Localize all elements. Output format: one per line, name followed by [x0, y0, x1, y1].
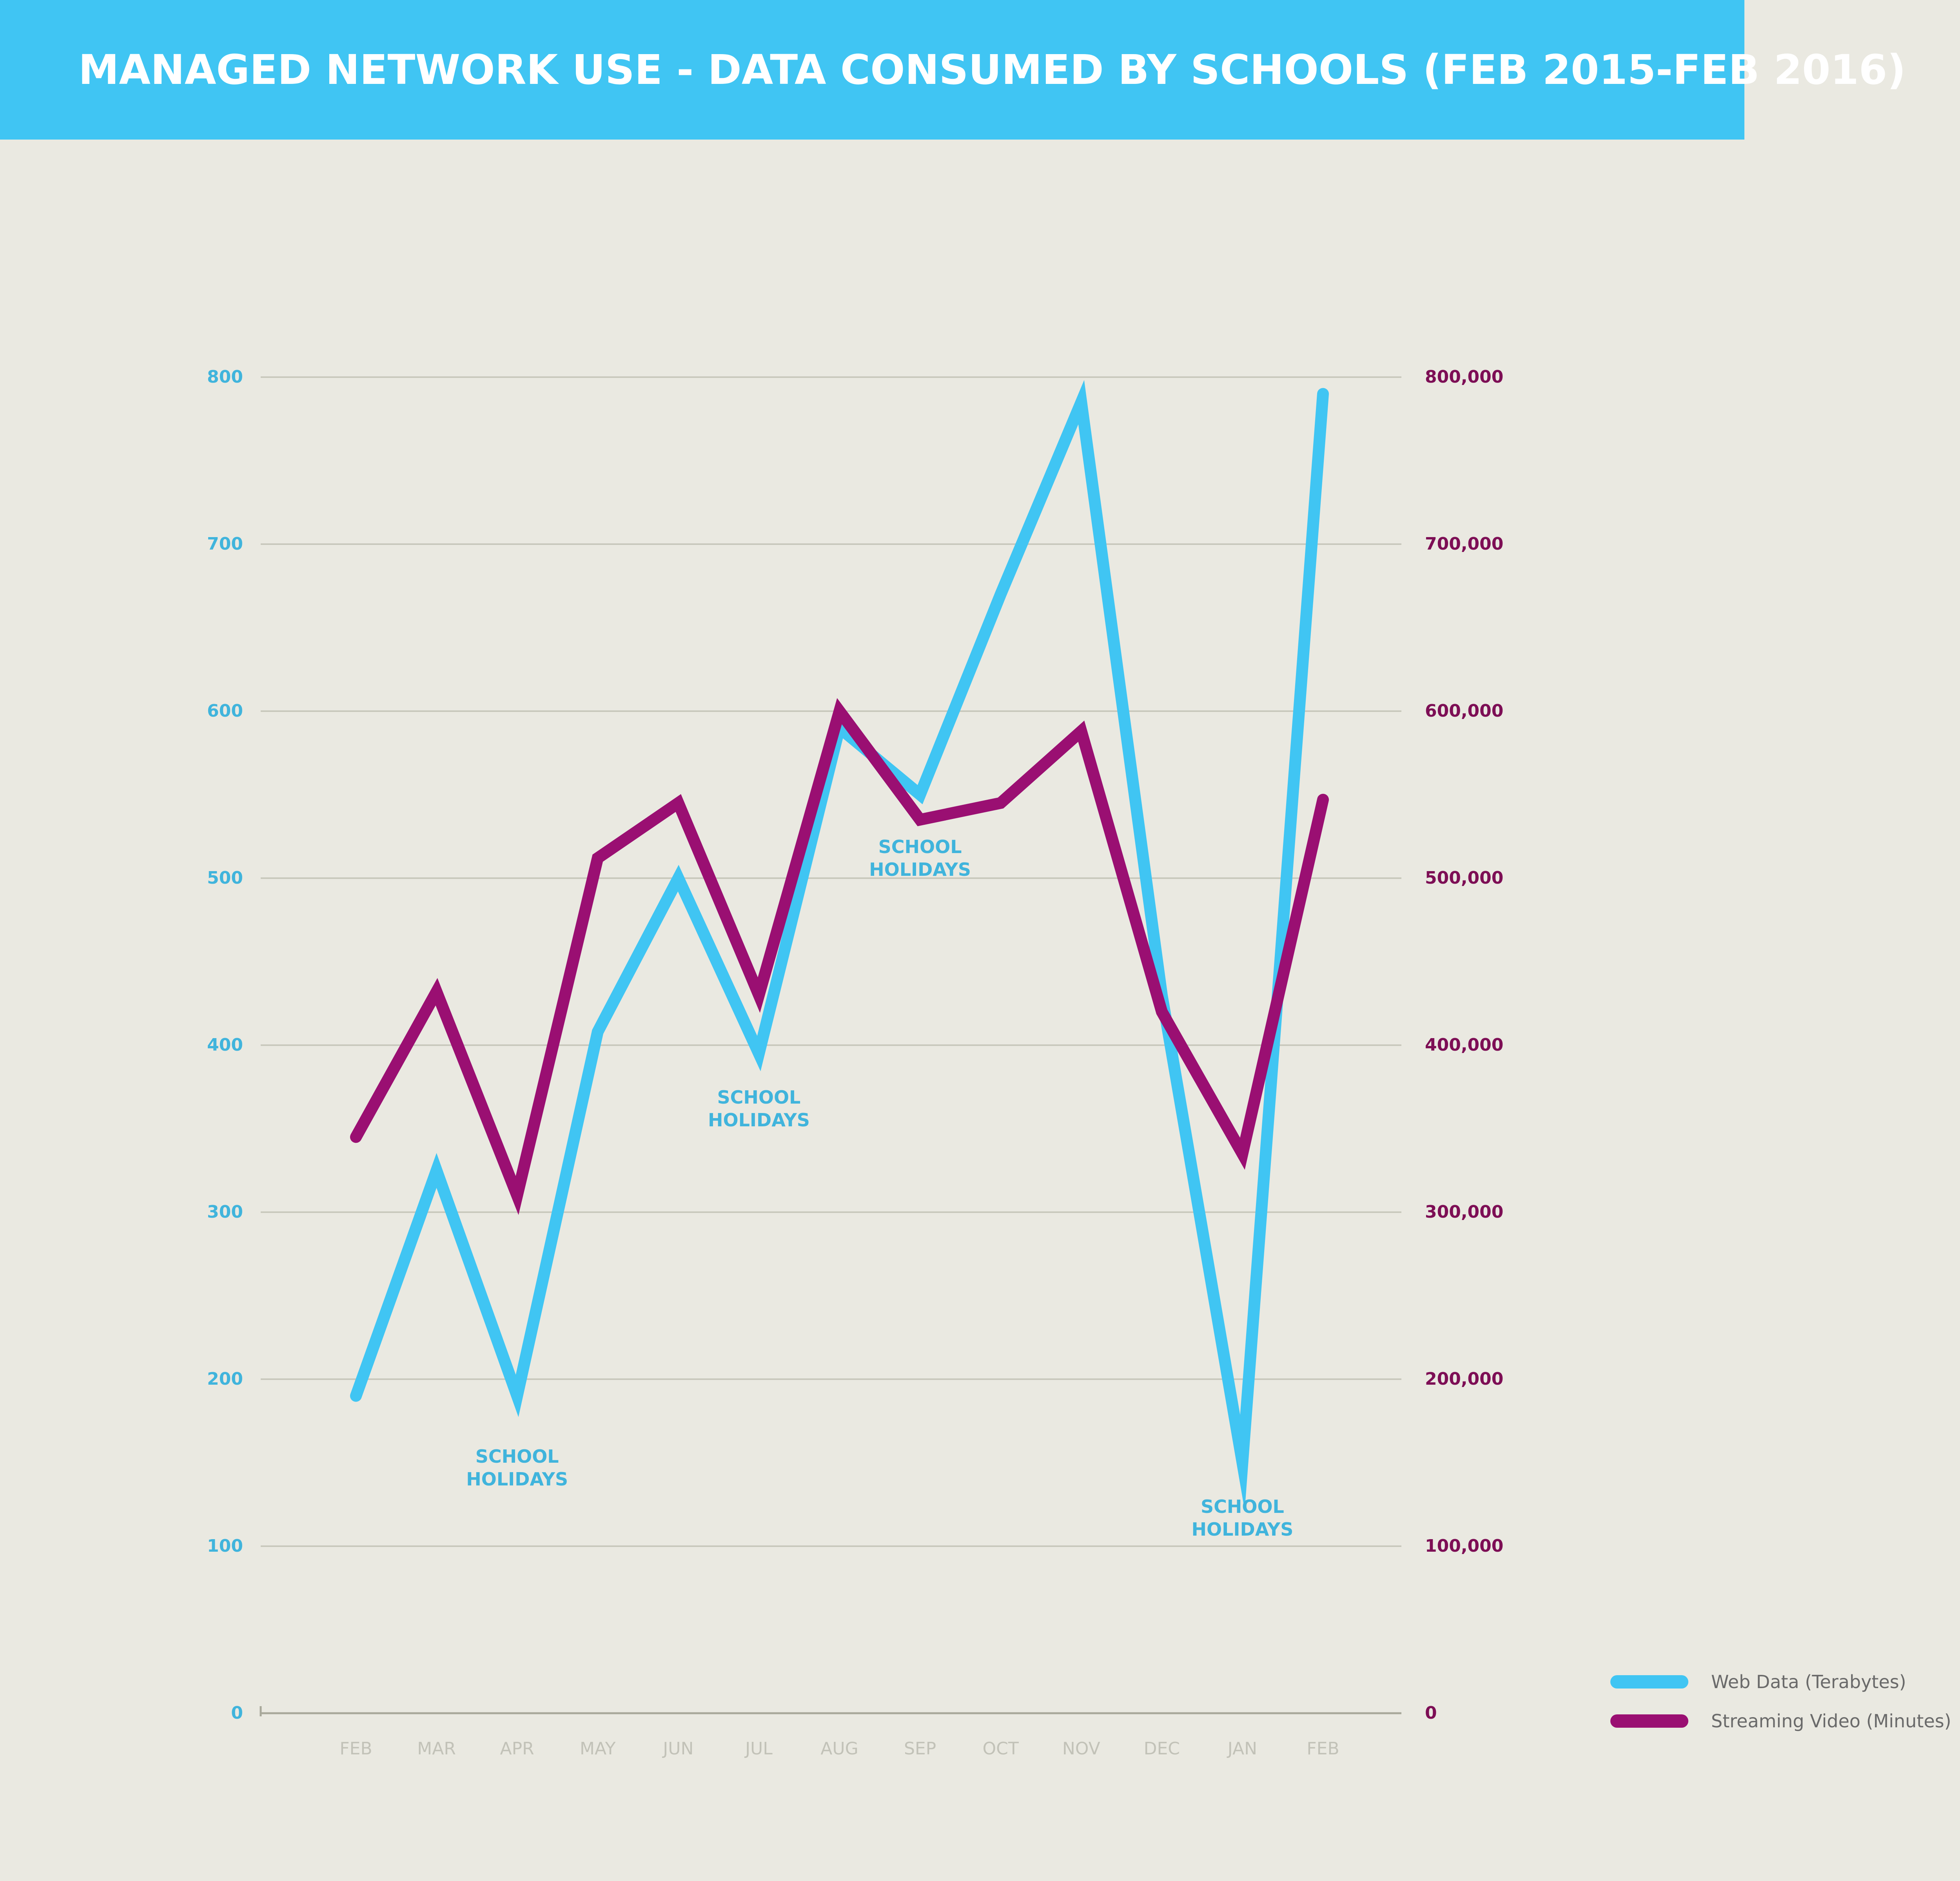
- left-y-axis: 0 100 200 300 400 500 600 700 800: [207, 367, 243, 1723]
- x-tick-label: MAR: [417, 1739, 456, 1759]
- x-tick-label: JUL: [744, 1739, 773, 1759]
- right-y-tick-label: 100,000: [1425, 1536, 1503, 1556]
- annotation-line: HOLIDAYS: [1191, 1519, 1293, 1540]
- right-y-tick-label: 400,000: [1425, 1035, 1503, 1055]
- x-tick-label: NOV: [1062, 1739, 1100, 1759]
- right-y-tick-label: 200,000: [1425, 1369, 1503, 1389]
- left-y-tick-label: 100: [207, 1536, 243, 1556]
- school-holidays-label: SCHOOL HOLIDAYS: [869, 836, 971, 880]
- x-tick-label: FEB: [1307, 1739, 1339, 1759]
- x-tick-label: OCT: [983, 1739, 1019, 1759]
- school-holidays-label: SCHOOL HOLIDAYS: [466, 1446, 568, 1490]
- x-tick-label: FEB: [339, 1739, 372, 1759]
- left-y-tick-label: 500: [207, 868, 243, 888]
- x-tick-label: SEP: [904, 1739, 936, 1759]
- annotation-line: SCHOOL: [878, 836, 962, 857]
- right-y-tick-label: 700,000: [1425, 534, 1503, 554]
- left-y-tick-label: 200: [207, 1369, 243, 1389]
- annotation-line: HOLIDAYS: [869, 859, 971, 880]
- title-banner: MANAGED NETWORK USE - DATA CONSUMED BY S…: [0, 0, 1906, 140]
- right-y-tick-label: 500,000: [1425, 868, 1503, 888]
- legend-label: Streaming Video (Minutes): [1711, 1710, 1951, 1732]
- x-tick-label: JAN: [1227, 1739, 1257, 1759]
- x-tick-label: JUN: [662, 1739, 693, 1759]
- x-tick-label: AUG: [820, 1739, 858, 1759]
- school-holidays-label: SCHOOL HOLIDAYS: [1191, 1496, 1293, 1540]
- streaming-video-line: [350, 698, 1329, 1215]
- left-y-tick-label: 0: [231, 1703, 243, 1723]
- web-data-line: [350, 380, 1329, 1511]
- x-tick-label: DEC: [1144, 1739, 1180, 1759]
- annotation-line: SCHOOL: [717, 1087, 800, 1108]
- right-y-tick-label: 800,000: [1425, 367, 1503, 387]
- right-y-axis: 0 100,000 200,000 300,000 400,000 500,000 600,…: [1425, 367, 1503, 1723]
- left-y-tick-label: 600: [207, 701, 243, 721]
- left-y-tick-label: 700: [207, 534, 243, 554]
- annotation-line: SCHOOL: [475, 1446, 559, 1467]
- annotation-line: HOLIDAYS: [466, 1469, 568, 1490]
- right-y-tick-label: 600,000: [1425, 701, 1503, 721]
- left-y-tick-label: 300: [207, 1202, 243, 1222]
- legend: Web Data (Terabytes) Streaming Video (Min…: [1610, 1671, 1951, 1732]
- grid-lines: [260, 376, 1401, 1716]
- chart-title: MANAGED NETWORK USE - DATA CONSUMED BY S…: [78, 46, 1906, 94]
- annotation-line: HOLIDAYS: [708, 1109, 810, 1131]
- x-tick-label: APR: [500, 1739, 534, 1759]
- series-lines: [350, 380, 1329, 1511]
- school-holidays-label: SCHOOL HOLIDAYS: [708, 1087, 810, 1131]
- right-y-tick-label: 0: [1425, 1703, 1437, 1723]
- left-y-tick-label: 800: [207, 367, 243, 387]
- left-y-tick-label: 400: [207, 1035, 243, 1055]
- x-tick-label: MAY: [580, 1739, 616, 1759]
- legend-label: Web Data (Terabytes): [1711, 1671, 1906, 1692]
- right-y-tick-label: 300,000: [1425, 1202, 1503, 1222]
- annotation-line: SCHOOL: [1201, 1496, 1284, 1517]
- x-axis: FEB MAR APR MAY JUN JUL AUG SEP OCT NOV DEC JAN FEB: [339, 1739, 1339, 1759]
